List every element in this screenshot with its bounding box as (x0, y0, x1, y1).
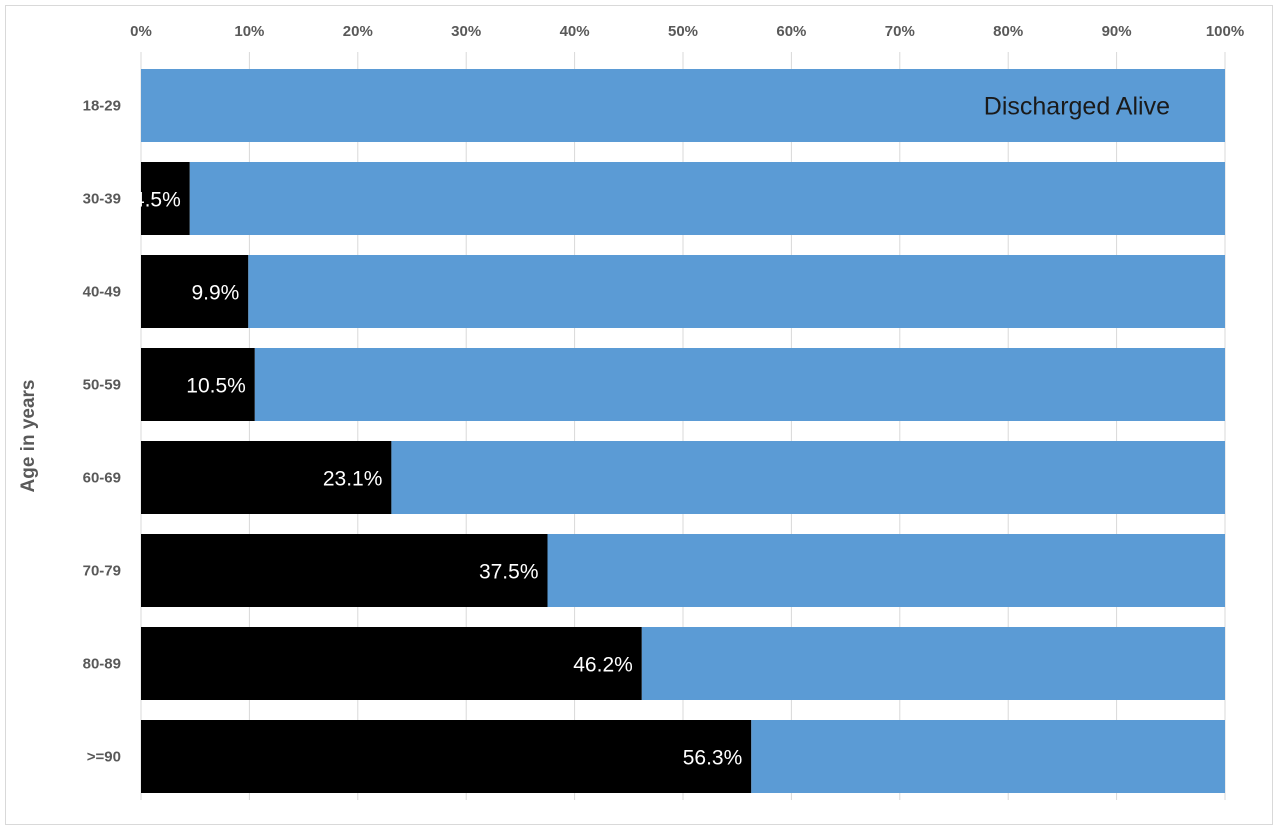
x-tick-label: 70% (885, 23, 915, 40)
y-axis-categories: 18-29 30-39 40-49 50-59 60-69 70-79 80-89 >=90 (83, 98, 121, 766)
bar-segment-dark (141, 348, 255, 421)
bar-segment-blue (547, 534, 1225, 607)
data-label: 10.5% (186, 375, 246, 398)
bar-segment-dark (141, 627, 642, 700)
y-category-label: 60-69 (83, 470, 121, 487)
x-tick-label: 90% (1102, 23, 1132, 40)
bar-segment-blue (141, 69, 1225, 142)
bars (141, 69, 1226, 793)
bar-segment-dark (141, 720, 752, 793)
bar-segment-dark (141, 162, 190, 235)
bar-segment-dark (141, 255, 249, 328)
data-label: 4.5% (133, 189, 181, 212)
y-category-label: 70-79 (83, 563, 121, 580)
bar-segment-blue (751, 720, 1225, 793)
x-tick-label: 80% (993, 23, 1023, 40)
bar-segment-blue (254, 348, 1225, 421)
x-tick-label: 50% (668, 23, 698, 40)
x-tick-label: 0% (130, 23, 152, 40)
y-axis-title: Age in years (18, 380, 39, 493)
series-label: Discharged Alive (984, 93, 1170, 121)
y-category-label: 80-89 (83, 656, 121, 673)
x-tick-label: 10% (234, 23, 264, 40)
data-label: 23.1% (323, 468, 383, 491)
x-axis-ticks: 0% 10% 20% 30% 40% 50% 60% 70% 80% 90% 100% (130, 23, 1244, 40)
y-category-label: 18-29 (83, 98, 121, 115)
data-label: 46.2% (573, 654, 633, 677)
y-category-label: 40-49 (83, 284, 121, 301)
bar-segment-blue (641, 627, 1225, 700)
data-labels: 4.5% 9.9% 10.5% 23.1% 37.5% 46.2% 56.3% Dischar… (133, 93, 1170, 770)
bar-segment-dark (141, 534, 548, 607)
x-tick-label: 30% (451, 23, 481, 40)
data-label: 9.9% (191, 282, 239, 305)
bar-segment-dark (141, 441, 392, 514)
y-category-label: 30-39 (83, 191, 121, 208)
data-label: 56.3% (683, 747, 743, 770)
x-tick-label: 40% (560, 23, 590, 40)
bar-segment-blue (189, 162, 1225, 235)
bar-segment-blue (391, 441, 1225, 514)
y-category-label: 50-59 (83, 377, 121, 394)
data-label: 37.5% (479, 561, 539, 584)
x-tick-label: 60% (776, 23, 806, 40)
x-tick-label: 100% (1206, 23, 1244, 40)
y-category-label: >=90 (87, 749, 121, 766)
bar-segment-blue (248, 255, 1226, 328)
x-tick-label: 20% (343, 23, 373, 40)
